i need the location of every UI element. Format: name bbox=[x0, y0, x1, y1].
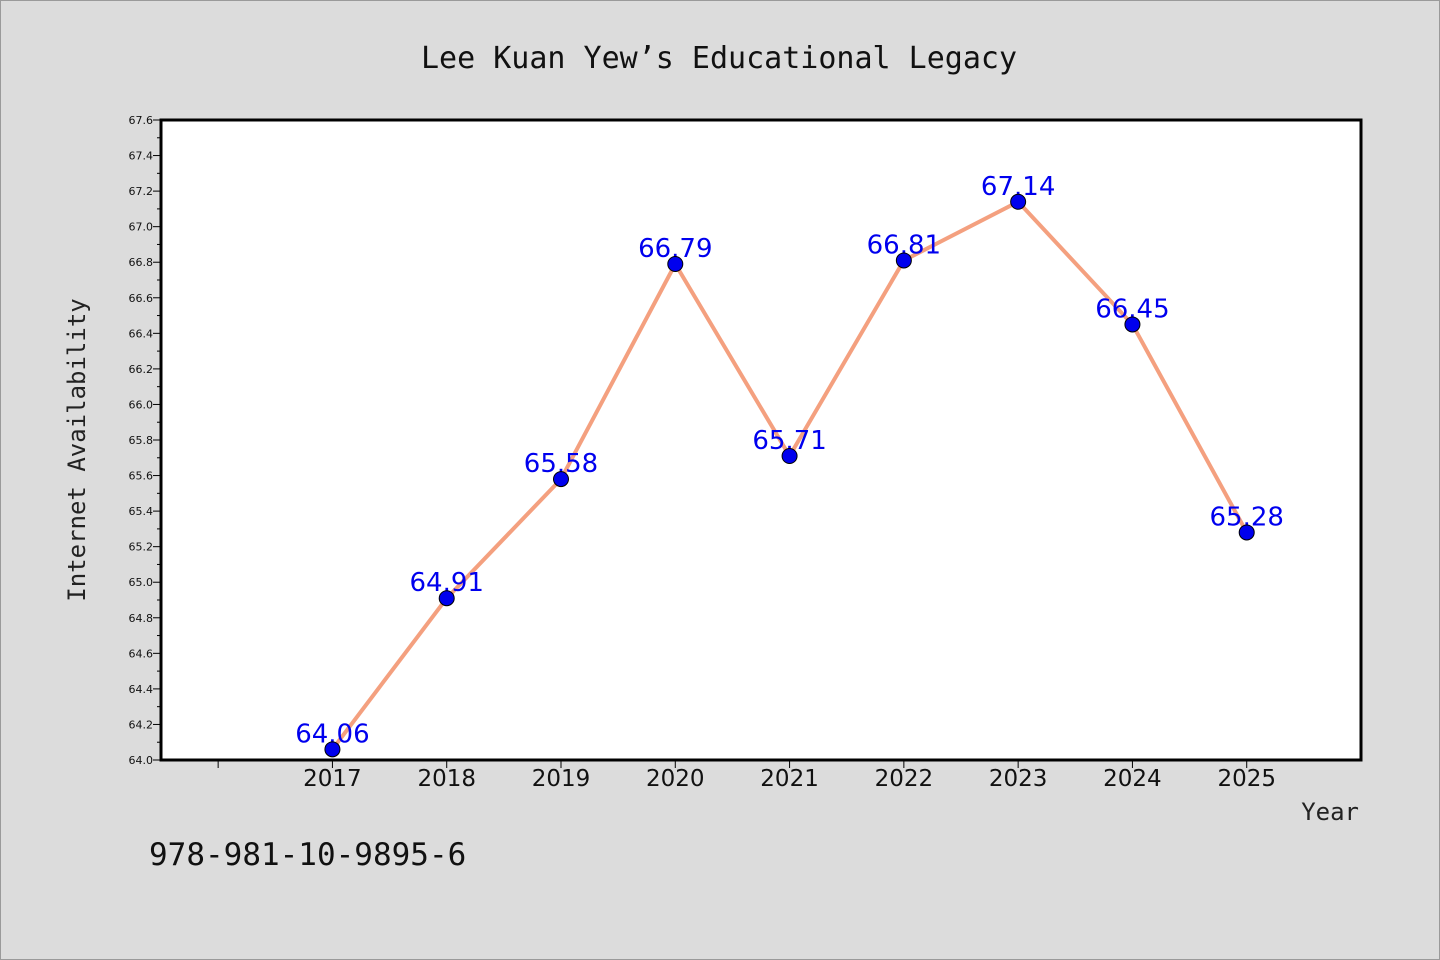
y-tick-label: 67.6 bbox=[129, 114, 154, 127]
x-tick-label: 2020 bbox=[646, 766, 705, 792]
x-tick-label: 2022 bbox=[875, 766, 934, 792]
x-tick-label: 2024 bbox=[1103, 766, 1162, 792]
data-point bbox=[438, 590, 455, 607]
x-tick-label: 2023 bbox=[989, 766, 1048, 792]
x-axis-label: Year bbox=[1301, 798, 1359, 826]
y-tick-label: 64.0 bbox=[129, 754, 154, 767]
y-tick-label: 65.6 bbox=[129, 470, 154, 483]
x-tick-label: 2021 bbox=[760, 766, 819, 792]
x-axis-ticks: 2017 2018 2019 2020 2021 2022 2023 2024 2025 bbox=[217, 760, 1276, 792]
y-tick-label: 66.8 bbox=[129, 256, 154, 269]
chart-title: Lee Kuan Yew’s Educational Legacy bbox=[421, 41, 1017, 76]
data-point bbox=[895, 252, 912, 269]
y-tick-label: 64.4 bbox=[129, 683, 154, 696]
y-tick-label: 64.6 bbox=[129, 647, 154, 660]
y-axis-ticks: 64.0 64.2 64.4 64.6 64.8 65.0 65.2 65.4 65.6 65.8… bbox=[129, 114, 161, 767]
y-tick-label: 66.6 bbox=[129, 292, 154, 305]
x-tick-label: 2019 bbox=[532, 766, 591, 792]
x-tick-label: 2025 bbox=[1217, 766, 1276, 792]
isbn-text: 978-981-10-9895-6 bbox=[149, 837, 466, 873]
y-tick-label: 65.2 bbox=[129, 541, 154, 554]
y-tick-label: 64.8 bbox=[129, 612, 154, 625]
y-tick-label: 65.0 bbox=[129, 576, 154, 589]
data-point bbox=[1124, 316, 1141, 333]
data-point bbox=[1238, 524, 1255, 541]
data-point bbox=[667, 256, 684, 272]
y-tick-label: 64.2 bbox=[129, 718, 154, 731]
y-tick-label: 66.2 bbox=[129, 363, 154, 376]
y-tick-label: 65.8 bbox=[129, 434, 154, 447]
series-group: 64.0664.9165.5866.7965.7166.8167.1466.45… bbox=[295, 172, 1284, 758]
data-point bbox=[1010, 193, 1027, 210]
data-point bbox=[781, 448, 798, 464]
y-tick-label: 67.2 bbox=[129, 185, 154, 198]
x-tick-label: 2018 bbox=[417, 766, 476, 792]
x-tick-label: 2017 bbox=[303, 766, 362, 792]
data-point bbox=[324, 741, 341, 758]
data-point bbox=[553, 471, 569, 488]
y-tick-label: 67.0 bbox=[129, 221, 154, 234]
y-tick-label: 67.4 bbox=[129, 150, 154, 163]
y-tick-label: 66.0 bbox=[129, 398, 154, 411]
y-tick-label: 65.4 bbox=[129, 505, 154, 518]
plot-area bbox=[159, 118, 1363, 762]
y-axis-label: Internet Availability bbox=[63, 298, 91, 601]
y-tick-label: 66.4 bbox=[129, 327, 154, 340]
